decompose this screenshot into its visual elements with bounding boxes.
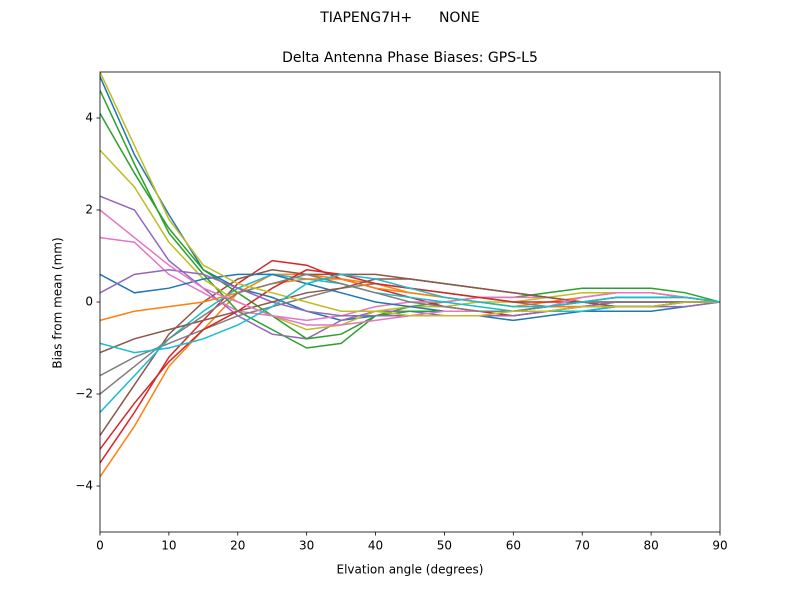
x-tick-label: 70 bbox=[575, 539, 590, 553]
series-line bbox=[100, 273, 720, 395]
series-line bbox=[100, 273, 720, 354]
plot-area: 0 10 20 30 40 50 60 70 80 90 −4 −2 0 2 4 bbox=[75, 71, 728, 553]
y-tick-label: −2 bbox=[75, 387, 93, 401]
y-tick-label: −4 bbox=[75, 479, 93, 493]
x-tick-label: 80 bbox=[643, 539, 658, 553]
x-tick-label: 10 bbox=[161, 539, 176, 553]
x-tick-label: 0 bbox=[96, 539, 104, 553]
lines bbox=[100, 72, 720, 478]
x-tick-label: 40 bbox=[368, 539, 383, 553]
x-tick-label: 30 bbox=[299, 539, 314, 553]
y-tick-label: 2 bbox=[85, 203, 93, 217]
y-tick-label: 0 bbox=[85, 295, 93, 309]
x-tick-label: 20 bbox=[230, 539, 245, 553]
chart-title: Delta Antenna Phase Biases: GPS-L5 bbox=[282, 50, 538, 66]
x-axis-label: Elvation angle (degrees) bbox=[337, 563, 484, 577]
y-tick-label: 4 bbox=[85, 111, 93, 125]
y-axis-label: Bias from mean (mm) bbox=[51, 237, 65, 368]
x-tick-label: 60 bbox=[506, 539, 521, 553]
x-tick-label: 90 bbox=[712, 539, 727, 553]
series-line bbox=[100, 72, 720, 317]
figure-title: TIAPENG7H+ NONE bbox=[319, 10, 480, 26]
x-tick-label: 50 bbox=[437, 539, 452, 553]
